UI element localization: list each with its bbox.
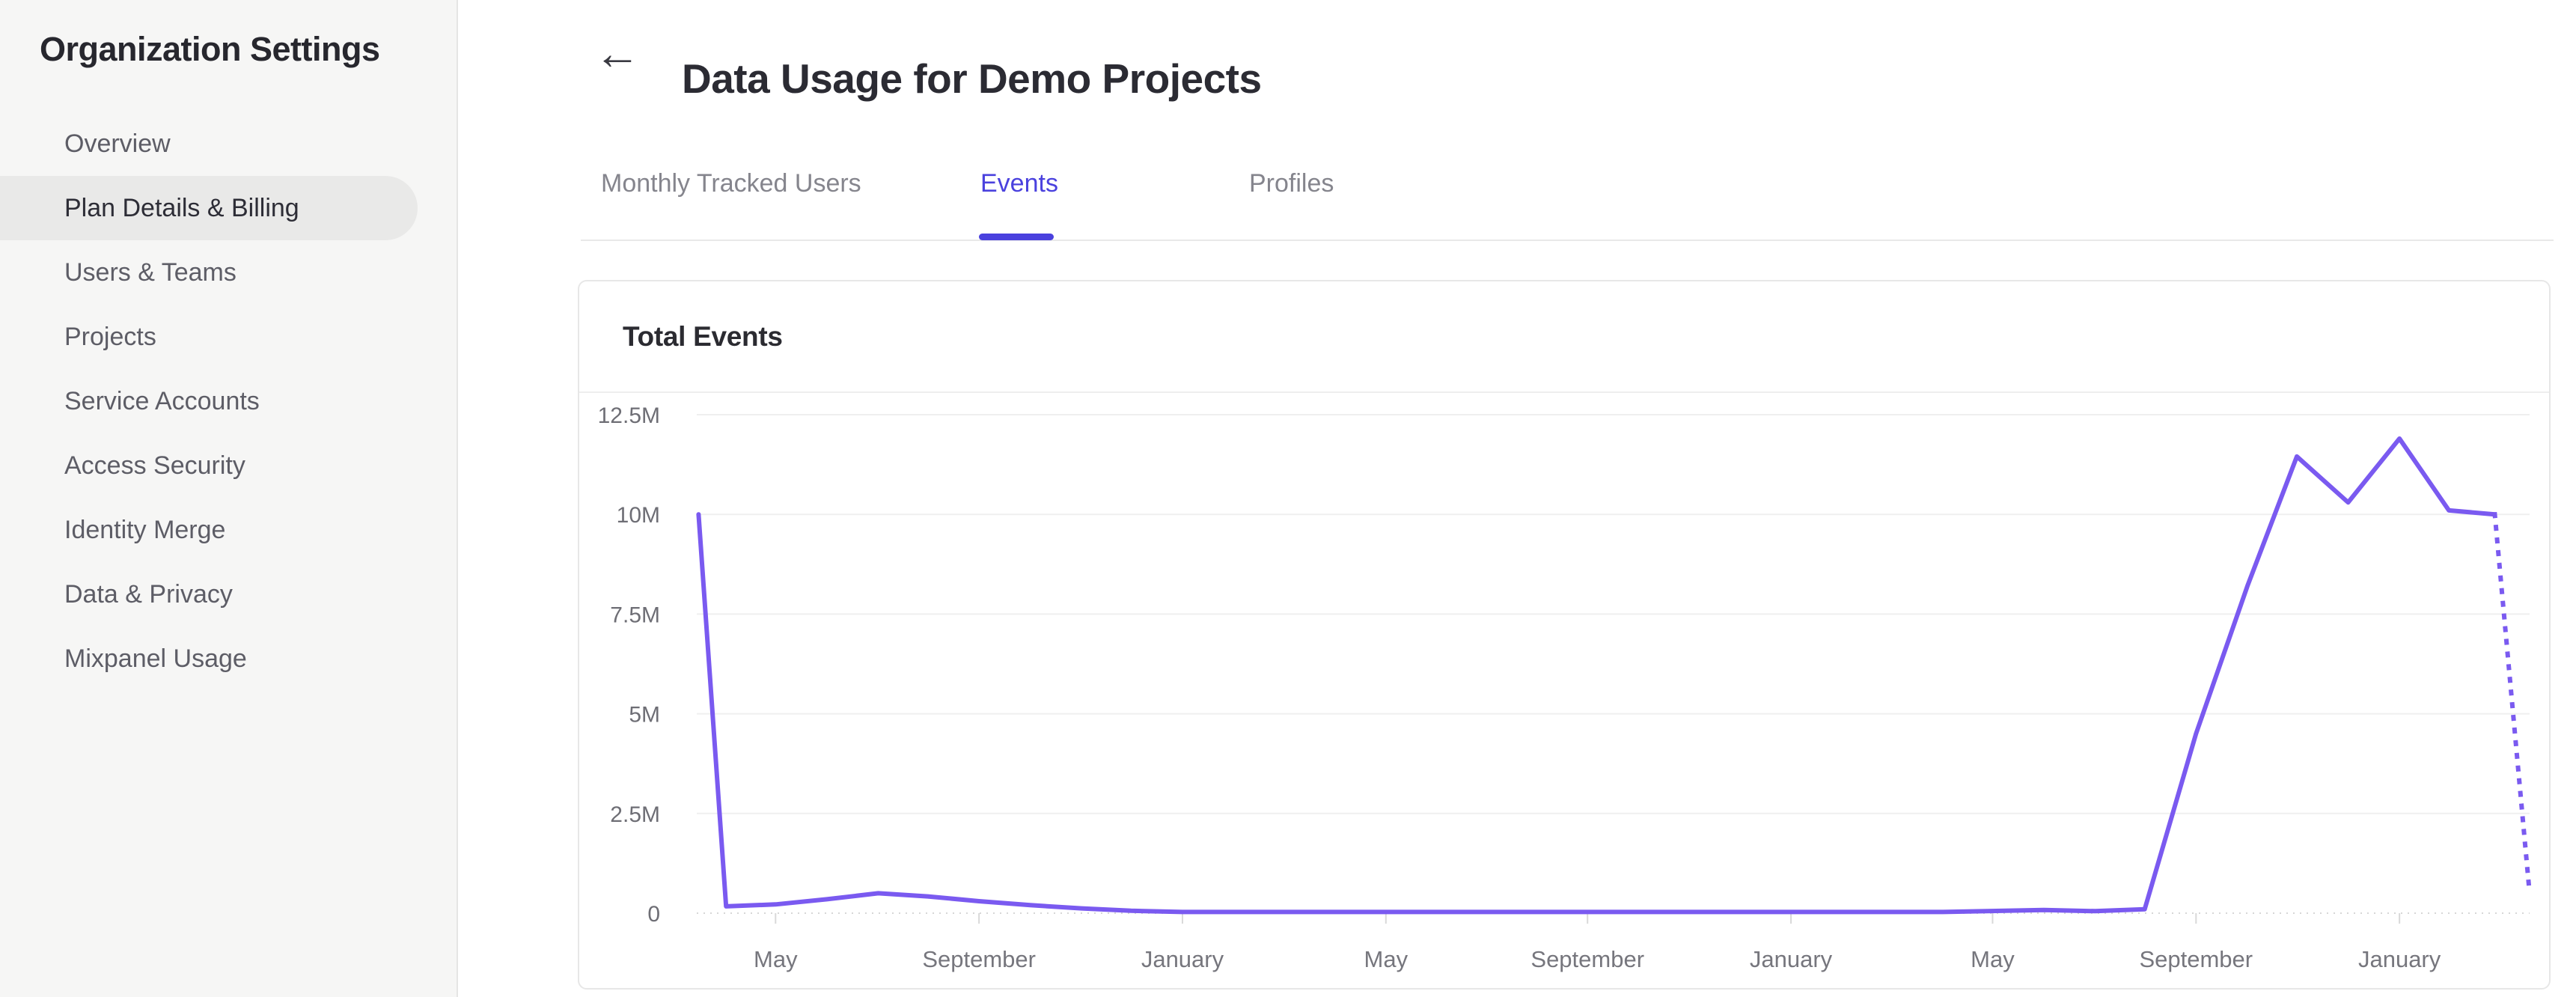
- sidebar-item-mixpanel-usage[interactable]: Mixpanel Usage: [64, 644, 247, 673]
- x-tick-label: May: [754, 946, 798, 972]
- sidebar-title: Organization Settings: [40, 30, 380, 68]
- card-title: Total Events: [623, 320, 783, 352]
- y-tick-label: 7.5M: [610, 603, 660, 627]
- sidebar-item-service-accounts[interactable]: Service Accounts: [64, 386, 260, 415]
- x-tick-label: September: [2139, 946, 2253, 972]
- page-title: Data Usage for Demo Projects: [682, 55, 1262, 102]
- x-tick-label: January: [2358, 946, 2441, 972]
- sidebar-item-identity-merge[interactable]: Identity Merge: [64, 515, 226, 544]
- x-tick-label: May: [1364, 946, 1408, 972]
- y-tick-label: 10M: [617, 503, 660, 528]
- y-tick-label: 12.5M: [598, 403, 660, 428]
- sidebar-item-projects[interactable]: Projects: [64, 322, 156, 351]
- active-tab-underline: [979, 234, 1054, 240]
- sidebar-item-overview[interactable]: Overview: [64, 129, 171, 158]
- organization-settings-sidebar: Organization Settings Overview Plan Detai…: [0, 0, 458, 997]
- sidebar-item-users-teams[interactable]: Users & Teams: [64, 257, 236, 287]
- tab-events[interactable]: Events: [980, 169, 1058, 198]
- x-tick-label: September: [922, 946, 1036, 972]
- sidebar-item-plan-details-billing[interactable]: Plan Details & Billing: [0, 176, 418, 240]
- y-tick-label: 2.5M: [610, 802, 660, 827]
- x-tick-label: January: [1750, 946, 1833, 972]
- x-tick-label: May: [1971, 946, 2015, 972]
- back-arrow-icon[interactable]: ←: [594, 27, 641, 79]
- y-tick-label: 0: [647, 902, 660, 927]
- tab-monthly-tracked-users[interactable]: Monthly Tracked Users: [601, 169, 861, 198]
- x-tick-label: September: [1530, 946, 1644, 972]
- sidebar-item-data-privacy[interactable]: Data & Privacy: [64, 579, 233, 609]
- total-events-card: Total Events 0 2.5M 5M 7.5M 10M 12.5M May Septe…: [578, 280, 2551, 990]
- events-line: [696, 436, 2497, 915]
- sidebar-nav: Overview Plan Details & Billing Users & Te…: [0, 112, 457, 691]
- tab-profiles[interactable]: Profiles: [1249, 169, 1334, 198]
- total-events-chart: 0 2.5M 5M 7.5M 10M 12.5M May September January Ma…: [598, 403, 2533, 972]
- sidebar-item-access-security[interactable]: Access Security: [64, 451, 245, 480]
- events-line-projected: [2492, 511, 2533, 896]
- card-header: Total Events: [579, 281, 2549, 393]
- y-tick-label: 5M: [629, 703, 660, 728]
- x-tick-label: January: [1141, 946, 1224, 972]
- usage-tabs: Monthly Tracked Users Events Profiles: [581, 157, 2554, 241]
